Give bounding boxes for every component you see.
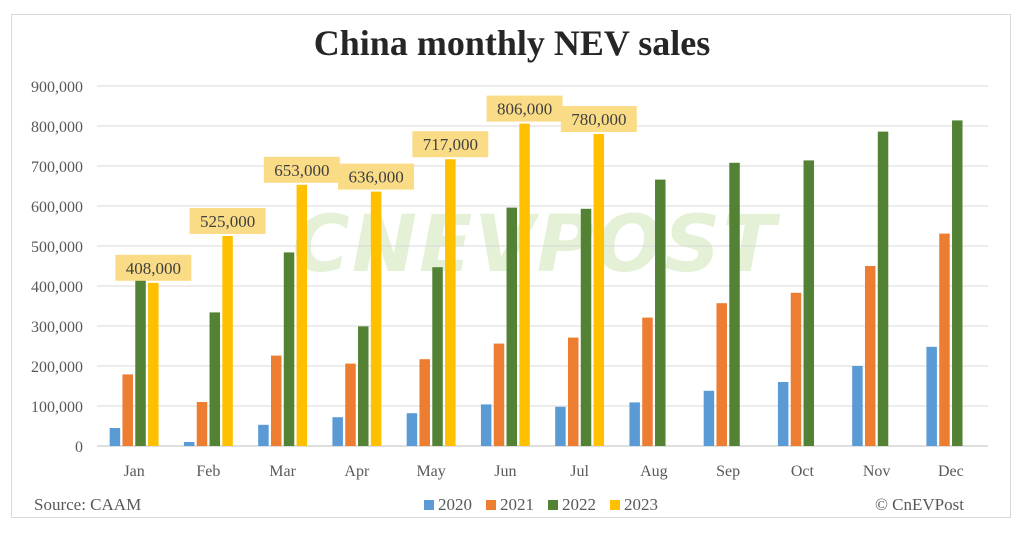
y-tick-label: 100,000 <box>31 399 83 416</box>
data-label-box <box>412 131 489 158</box>
x-tick-label: Feb <box>196 463 220 480</box>
bar-2020-oct <box>777 382 789 446</box>
data-label: 636,000 <box>348 168 403 187</box>
legend-label: 2021 <box>500 495 534 514</box>
x-tick-label: Aug <box>640 463 668 480</box>
y-tick-label: 500,000 <box>31 239 83 256</box>
legend-item-2023: 2023 <box>610 495 658 515</box>
bar-2021-nov <box>864 266 876 446</box>
bar-2020-jan <box>109 428 121 446</box>
data-label-box <box>189 208 266 234</box>
y-tick-label: 800,000 <box>31 119 83 136</box>
data-label: 717,000 <box>423 135 478 154</box>
chart-title: China monthly NEV sales <box>313 23 711 63</box>
x-tick-label: Jan <box>123 463 144 480</box>
data-label: 780,000 <box>571 110 626 129</box>
x-tick-label: Oct <box>791 463 815 480</box>
legend-item-2021: 2021 <box>486 495 534 515</box>
legend-item-2022: 2022 <box>548 495 596 515</box>
data-label: 806,000 <box>497 100 552 119</box>
bar-2021-mar <box>270 355 282 446</box>
legend-label: 2020 <box>438 495 472 514</box>
x-tick-label: Apr <box>344 463 370 480</box>
y-tick-label: 700,000 <box>31 159 83 176</box>
bar-2022-dec <box>952 120 963 447</box>
bar-2021-jan <box>122 374 133 446</box>
data-label-box <box>263 156 340 183</box>
bar-2021-jun <box>493 343 505 446</box>
x-tick-label: Jun <box>494 463 516 480</box>
y-tick-label: 300,000 <box>31 319 83 336</box>
x-tick-label: Jul <box>570 463 589 480</box>
y-tick-label: 200,000 <box>31 359 83 376</box>
legend: 2020 2021 2022 2023 <box>424 495 658 515</box>
bar-2021-oct <box>790 292 802 446</box>
bar-2023-jul <box>593 134 605 446</box>
bar-2022-sep <box>729 162 740 447</box>
bar-2023-apr <box>370 191 382 446</box>
bar-2022-nov <box>877 131 889 446</box>
bar-2022-jun <box>506 207 518 446</box>
bar-2020-nov <box>852 366 863 446</box>
legend-swatch <box>548 500 558 510</box>
data-label-box <box>486 95 563 122</box>
bar-2023-may <box>445 159 456 446</box>
bar-2020-may <box>406 413 418 446</box>
y-tick-label: 400,000 <box>31 279 83 296</box>
bar-2020-sep <box>703 390 715 446</box>
bar-2020-jul <box>555 406 566 446</box>
data-label-box <box>338 163 415 190</box>
bar-2022-feb <box>209 312 221 446</box>
y-tick-label: 600,000 <box>31 199 83 216</box>
bar-2021-aug <box>642 317 653 446</box>
bar-2023-jun <box>519 123 530 446</box>
x-tick-label: Dec <box>938 463 964 480</box>
credit-text: © CnEVPost <box>875 495 964 514</box>
legend-label: 2022 <box>562 495 596 514</box>
bar-2023-feb <box>222 236 233 446</box>
bar-2022-apr <box>358 326 369 446</box>
bar-2021-feb <box>196 402 208 446</box>
bar-2023-jan <box>148 282 159 446</box>
bar-2020-mar <box>258 424 269 446</box>
bar-2022-aug <box>655 179 666 446</box>
bar-2022-may <box>432 267 443 446</box>
data-label-box <box>115 254 192 281</box>
data-label: 408,000 <box>126 259 181 278</box>
legend-swatch <box>486 500 496 510</box>
bar-2022-oct <box>803 160 815 446</box>
bar-2021-dec <box>939 233 950 446</box>
bar-2021-sep <box>716 303 727 446</box>
x-tick-label: May <box>416 463 445 480</box>
legend-swatch <box>610 500 620 510</box>
x-tick-label: Mar <box>269 463 296 480</box>
data-label-box <box>560 106 637 132</box>
bar-2021-may <box>419 359 430 446</box>
x-tick-label: Nov <box>863 463 891 480</box>
bar-2021-apr <box>345 363 356 446</box>
bar-2020-dec <box>926 346 937 446</box>
source-text: Source: CAAM <box>34 495 142 514</box>
bar-2022-jul <box>580 208 592 446</box>
data-label: 525,000 <box>200 212 255 231</box>
data-label: 653,000 <box>274 161 329 180</box>
legend-item-2020: 2020 <box>424 495 472 515</box>
x-tick-label: Sep <box>716 463 740 480</box>
bar-2020-aug <box>629 402 640 446</box>
bar-2021-jul <box>567 337 579 446</box>
legend-swatch <box>424 500 434 510</box>
bar-2023-mar <box>296 184 308 447</box>
y-tick-label: 900,000 <box>31 79 83 96</box>
legend-label: 2023 <box>624 495 658 514</box>
bar-2020-feb <box>183 442 195 446</box>
bar-2022-jan <box>135 273 146 446</box>
bar-2022-mar <box>283 252 295 446</box>
y-tick-label: 0 <box>75 439 83 456</box>
bar-2020-jun <box>480 404 492 446</box>
bar-2020-apr <box>332 417 343 446</box>
